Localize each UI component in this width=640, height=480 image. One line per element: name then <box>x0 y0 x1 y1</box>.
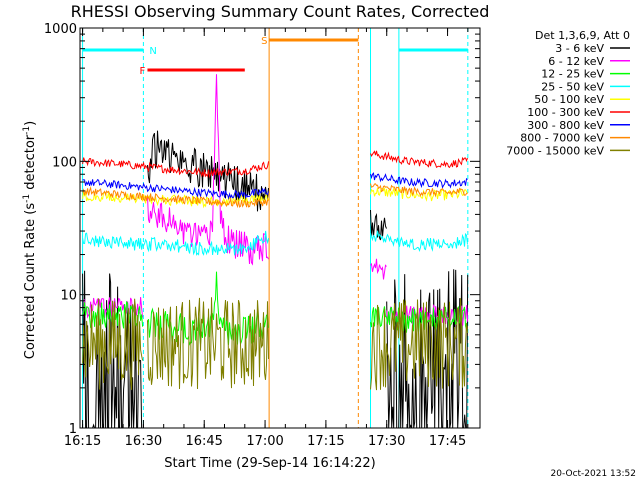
y-tick-label: 100 <box>52 155 77 170</box>
y-axis-label-mid: detector <box>23 134 38 194</box>
legend-label: 12 - 25 keV <box>541 68 604 81</box>
series-trace-8-2 <box>370 298 468 391</box>
series-trace-6-0 <box>82 179 270 200</box>
legend-label: 3 - 6 keV <box>555 42 604 55</box>
x-tick-label: 17:45 <box>429 434 466 449</box>
series-trace-8-1 <box>147 297 269 390</box>
series-trace-8-0 <box>82 298 144 390</box>
legend-label: 50 - 100 keV <box>534 93 604 106</box>
legend-header: Det 1,3,6,9, Att 0 <box>535 29 630 42</box>
series-trace-3-0 <box>82 230 270 256</box>
timestamp: 20-Oct-2021 13:52 <box>551 469 636 479</box>
series-trace-6-1 <box>370 172 468 189</box>
axes: 16:15 16:30 16:45 17:00 17:15 17:30 17:45 1 10 10… <box>44 22 480 449</box>
x-tick-label: 17:15 <box>307 434 344 449</box>
legend-label: 100 - 300 keV <box>527 106 604 119</box>
plot-frame <box>79 27 481 429</box>
chart-title: RHESSI Observing Summary Count Rates, Co… <box>71 2 490 21</box>
x-tick-label: 17:00 <box>246 434 283 449</box>
legend-label: 7000 - 15000 keV <box>506 144 604 157</box>
y-tick-label: 10 <box>60 289 77 304</box>
y-axis-label-end: ) <box>23 121 38 126</box>
series-trace-0-2 <box>370 209 387 241</box>
legend-label: 25 - 50 keV <box>541 80 604 93</box>
series-trace-4-1 <box>370 186 468 202</box>
y-tick-label: 1 <box>69 422 77 437</box>
series-trace-5-0 <box>82 157 270 179</box>
x-tick-label: 16:45 <box>185 434 222 449</box>
legend-label: 6 - 12 keV <box>548 55 604 68</box>
series-trace-2-2 <box>370 306 468 333</box>
flag-label-2: F <box>139 66 145 77</box>
x-axis-label: Start Time (29-Sep-14 16:14:22) <box>164 456 375 471</box>
series-trace-3-1 <box>370 230 468 253</box>
y-axis-label-sup1: -1 <box>22 194 32 203</box>
series-trace-7-1 <box>370 183 468 198</box>
x-tick-label: 17:30 <box>368 434 405 449</box>
flag-label-1: N <box>149 46 156 57</box>
series-trace-1-1 <box>147 74 269 266</box>
series-trace-5-1 <box>370 150 468 169</box>
legend-label: 800 - 7000 keV <box>520 132 604 145</box>
series-trace-7-0 <box>82 185 269 209</box>
y-axis-label-main: Corrected Count Rate (s <box>23 203 38 360</box>
flag-label-3: S <box>261 36 267 47</box>
legend-label: 300 - 800 keV <box>527 119 604 132</box>
x-tick-label: 16:30 <box>125 434 162 449</box>
x-tick-label: 16:15 <box>64 434 101 449</box>
y-axis-label-sup2: -1 <box>22 126 32 135</box>
y-tick-label: 1000 <box>44 22 77 37</box>
plot-area: NF S <box>82 28 469 429</box>
y-axis-label: Corrected Count Rate (s-1 detector-1) <box>22 121 38 359</box>
series-trace-1-2 <box>370 258 387 280</box>
